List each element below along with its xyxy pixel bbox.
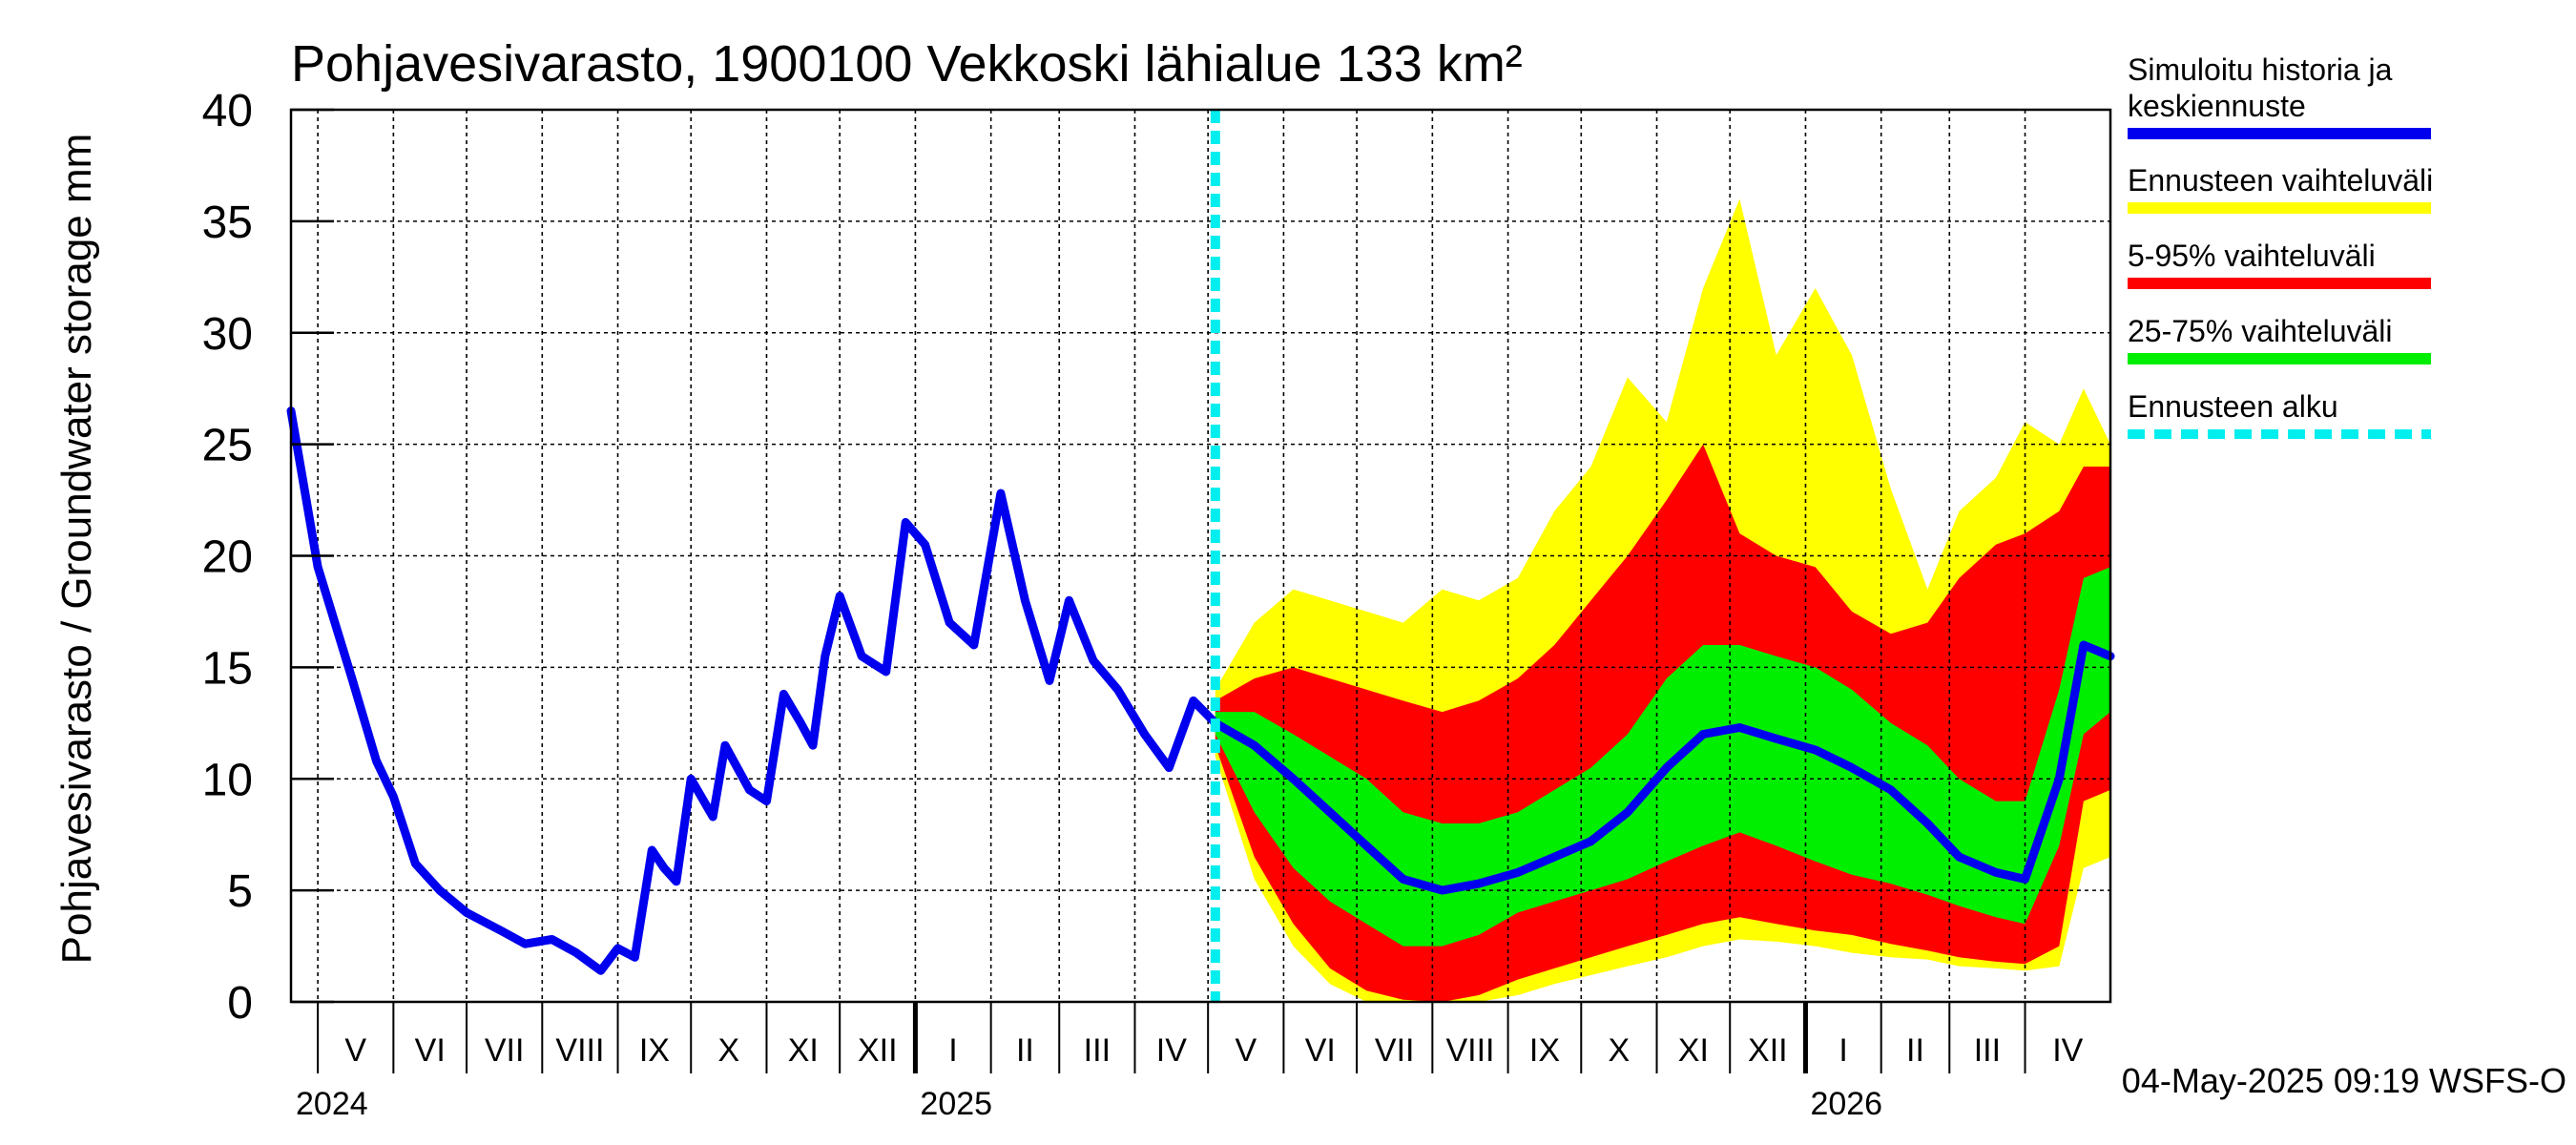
band-25-75 <box>1215 567 2110 947</box>
year-label: 2026 <box>1810 1086 1882 1122</box>
chart-title: Pohjavesivarasto, 1900100 Vekkoski lähia… <box>291 35 1523 93</box>
month-label: I <box>948 1032 957 1069</box>
y-tick-label: 40 <box>202 86 253 136</box>
legend-label: Ennusteen alku <box>2128 389 2338 424</box>
month-label: V <box>344 1032 366 1069</box>
month-label: X <box>718 1032 740 1069</box>
legend-label: Simuloitu historia ja <box>2128 52 2393 87</box>
year-label: 2024 <box>296 1086 368 1122</box>
month-label: X <box>1609 1032 1631 1069</box>
month-label: V <box>1235 1032 1257 1069</box>
y-tick-label: 25 <box>202 421 253 471</box>
month-label: I <box>1839 1032 1847 1069</box>
month-label: III <box>1084 1032 1111 1069</box>
month-label: IX <box>1529 1032 1560 1069</box>
footer-timestamp: 04-May-2025 09:19 WSFS-O <box>2122 1061 2566 1100</box>
month-label: VIII <box>1445 1032 1494 1069</box>
month-label: IV <box>1156 1032 1187 1069</box>
month-label: IX <box>639 1032 670 1069</box>
legend-label: Ennusteen vaihteluväli <box>2128 163 2433 198</box>
legend-label: 5-95% vaihteluväli <box>2128 239 2376 273</box>
month-label: XI <box>1678 1032 1709 1069</box>
y-tick-label: 30 <box>202 309 253 360</box>
month-label: II <box>1906 1032 1924 1069</box>
month-label: VI <box>1305 1032 1336 1069</box>
y-tick-label: 0 <box>227 978 253 1029</box>
month-label: VII <box>485 1032 525 1069</box>
month-label: XII <box>1748 1032 1788 1069</box>
month-label: VIII <box>555 1032 604 1069</box>
y-axis-label: Pohjavesivarasto / Groundwater storage m… <box>53 134 100 965</box>
series-lines <box>286 110 2115 1002</box>
month-label: XII <box>858 1032 898 1069</box>
y-tick-label: 10 <box>202 755 253 805</box>
forecast-bands <box>1215 198 2110 1003</box>
y-tick-label: 15 <box>202 643 253 694</box>
legend-label: 25-75% vaihteluväli <box>2128 314 2393 348</box>
month-label: VI <box>415 1032 446 1069</box>
month-label: XI <box>788 1032 819 1069</box>
month-label: IV <box>2052 1032 2083 1069</box>
y-tick-label: 5 <box>227 866 253 917</box>
month-label: III <box>1974 1032 2001 1069</box>
month-label: II <box>1016 1032 1034 1069</box>
year-label: 2025 <box>920 1086 992 1122</box>
legend-label: keskiennuste <box>2128 89 2306 123</box>
y-tick-label: 35 <box>202 198 253 248</box>
median-forecast-line <box>1211 640 2115 895</box>
month-label: VII <box>1375 1032 1415 1069</box>
history-line <box>286 406 1220 975</box>
y-tick-label: 20 <box>202 532 253 583</box>
